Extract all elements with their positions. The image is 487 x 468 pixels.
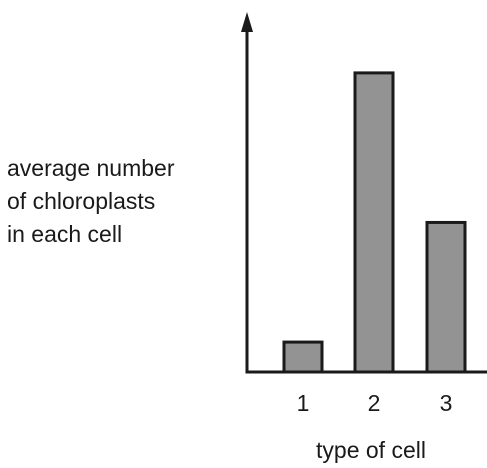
x-tick-label-2: 2	[368, 390, 381, 416]
y-axis-label: average number of chloroplasts in each c…	[7, 152, 175, 251]
bar-3	[425, 220, 467, 374]
y-axis-label-line-3: in each cell	[7, 221, 123, 247]
x-tick-label-1: 1	[297, 390, 310, 416]
bars-group	[282, 71, 467, 374]
bar-2	[353, 71, 395, 374]
x-tick-label-3: 3	[440, 390, 453, 416]
x-tick-labels: 1 2 3	[297, 390, 453, 416]
bar-1	[282, 340, 324, 374]
y-axis-label-line-2: of chloroplasts	[7, 188, 156, 214]
y-axis-label-line-1: average number	[7, 155, 175, 181]
y-axis-arrowhead	[241, 12, 253, 32]
x-axis-label: type of cell	[316, 437, 426, 463]
